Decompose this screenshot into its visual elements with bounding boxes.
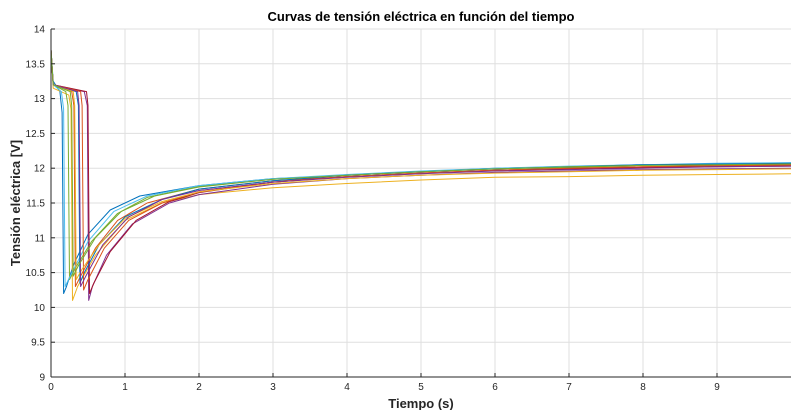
series-line-6 [50, 49, 792, 287]
series-line-12 [50, 49, 792, 277]
x-tick-label: 7 [566, 382, 572, 393]
y-tick-label: 9.5 [31, 338, 45, 349]
grid [51, 28, 791, 377]
series-group [50, 49, 792, 301]
x-tick-label: 9 [714, 382, 720, 393]
x-tick-label: 6 [492, 382, 498, 393]
x-tick-label: 1 [122, 382, 128, 393]
y-ticks: 9 9.5 10 10.5 11 11.5 12 12.5 13 13.5 14 [26, 25, 55, 384]
y-axis-title: Tensión eléctrica [V] [8, 140, 23, 266]
x-tick-label: 5 [418, 382, 424, 393]
y-tick-label: 11.5 [26, 199, 45, 210]
series-line-4 [50, 49, 792, 301]
x-axis-title: Tiempo (s) [388, 396, 454, 410]
x-tick-label: 3 [270, 382, 276, 393]
y-tick-label: 14 [34, 25, 46, 36]
chart-title: Curvas de tensión eléctrica en función d… [267, 9, 574, 24]
x-tick-label: 4 [344, 382, 350, 393]
series-line-7 [50, 49, 792, 294]
series-line-11 [50, 49, 792, 287]
y-tick-label: 13 [34, 94, 46, 105]
x-tick-label: 8 [640, 382, 646, 393]
series-line-10 [50, 49, 792, 281]
y-tick-label: 13.5 [26, 59, 46, 70]
x-tick-label: 0 [48, 382, 54, 393]
y-tick-label: 11 [35, 233, 46, 244]
y-tick-label: 10.5 [26, 268, 46, 279]
x-ticks: 0 1 2 3 4 5 6 7 8 9 [48, 373, 720, 393]
y-tick-label: 9 [39, 373, 45, 384]
x-tick-label: 2 [196, 382, 202, 393]
y-tick-label: 12 [34, 164, 46, 175]
series-line-3 [50, 49, 792, 301]
y-tick-label: 10 [34, 303, 46, 314]
y-tick-label: 12.5 [26, 129, 46, 140]
series-line-9 [50, 49, 792, 291]
